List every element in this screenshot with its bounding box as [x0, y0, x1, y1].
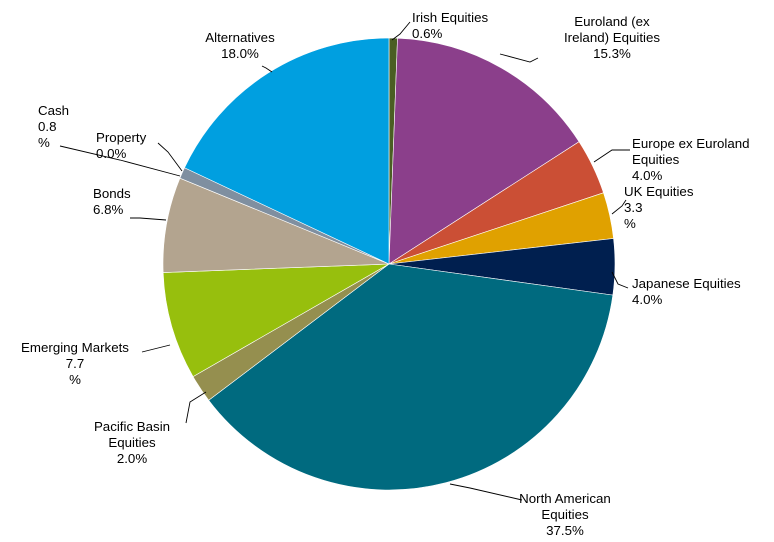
leader-line-alternatives	[261, 65, 273, 73]
label-property: Property 0.0%	[96, 130, 147, 161]
label-line: Pacific Basin	[94, 419, 170, 434]
label-line: Ireland) Equities	[564, 30, 660, 45]
label-line: 37.5%	[546, 523, 584, 538]
label-line: 0.6%	[412, 26, 442, 41]
label-line: North American	[519, 491, 611, 506]
label-line: %	[38, 135, 50, 150]
label-line: 2.0%	[117, 451, 147, 466]
label-line: 0.8	[38, 119, 57, 134]
slice-labels: Irish Equities 0.6% Euroland (ex Ireland) E…	[21, 10, 749, 538]
label-line: Japanese Equities	[632, 276, 741, 291]
label-line: Emerging Markets	[21, 340, 129, 355]
label-line: 6.8%	[93, 202, 123, 217]
label-line: 0.0%	[96, 146, 126, 161]
leader-line-irish-equities	[391, 21, 411, 41]
leader-line-japanese-equities	[611, 271, 629, 289]
slice-euroland-ex-ireland-equities	[388, 37, 580, 265]
label-line: Property	[96, 130, 147, 145]
label-line: Cash	[38, 103, 69, 118]
label-line: 4.0%	[632, 168, 662, 183]
label-line: 3.3	[624, 200, 643, 215]
label-line: Alternatives	[205, 30, 275, 45]
slice-emerging-markets	[162, 263, 390, 377]
label-line: Equities	[108, 435, 156, 450]
label-bonds: Bonds 6.8%	[93, 186, 131, 217]
leader-line-bonds	[130, 217, 167, 221]
label-line: Equities	[541, 507, 589, 522]
label-line: Bonds	[93, 186, 131, 201]
leader-line-property	[157, 142, 183, 172]
label-line: %	[624, 216, 636, 231]
label-line: 18.0%	[221, 46, 259, 61]
label-euroland-ex-ireland-equities: Euroland (ex Ireland) Equities 15.3%	[564, 14, 660, 61]
pie-slices	[162, 37, 616, 491]
leader-line-uk-equities	[611, 199, 627, 215]
leader-line-pacific-basin-equities	[185, 391, 207, 424]
label-line: Euroland (ex	[574, 14, 650, 29]
leader-line-euroland-ex-ireland-equities	[499, 53, 539, 63]
label-uk-equities: UK Equities 3.3%	[624, 184, 694, 231]
label-line: %	[69, 372, 81, 387]
label-line: Irish Equities	[412, 10, 488, 25]
slice-north-american-equities	[208, 263, 614, 491]
label-line: 15.3%	[593, 46, 631, 61]
label-north-american-equities: North American Equities 37.5%	[519, 491, 611, 538]
leader-line-emerging-markets	[141, 344, 171, 353]
label-europe-ex-euroland-equities: Europe ex Euroland Equities 4.0%	[632, 136, 750, 183]
label-pacific-basin-equities: Pacific Basin Equities 2.0%	[94, 419, 170, 466]
label-line: Europe ex Euroland	[632, 136, 750, 151]
label-irish-equities: Irish Equities 0.6%	[412, 10, 488, 41]
leader-line-cash	[59, 145, 181, 177]
leader-line-europe-ex-euroland-equities	[593, 149, 630, 163]
label-alternatives: Alternatives 18.0%	[205, 30, 275, 61]
label-emerging-markets: Emerging Markets 7.7%	[21, 340, 129, 387]
label-line: Equities	[632, 152, 680, 167]
leader-line-north-american-equities	[449, 483, 523, 501]
label-japanese-equities: Japanese Equities 4.0%	[632, 276, 741, 307]
label-line: 4.0%	[632, 292, 662, 307]
label-line: UK Equities	[624, 184, 694, 199]
leader-lines	[59, 21, 630, 501]
label-cash: Cash 0.8%	[38, 103, 69, 150]
slice-alternatives	[184, 37, 390, 265]
label-line: 7.7	[66, 356, 85, 371]
